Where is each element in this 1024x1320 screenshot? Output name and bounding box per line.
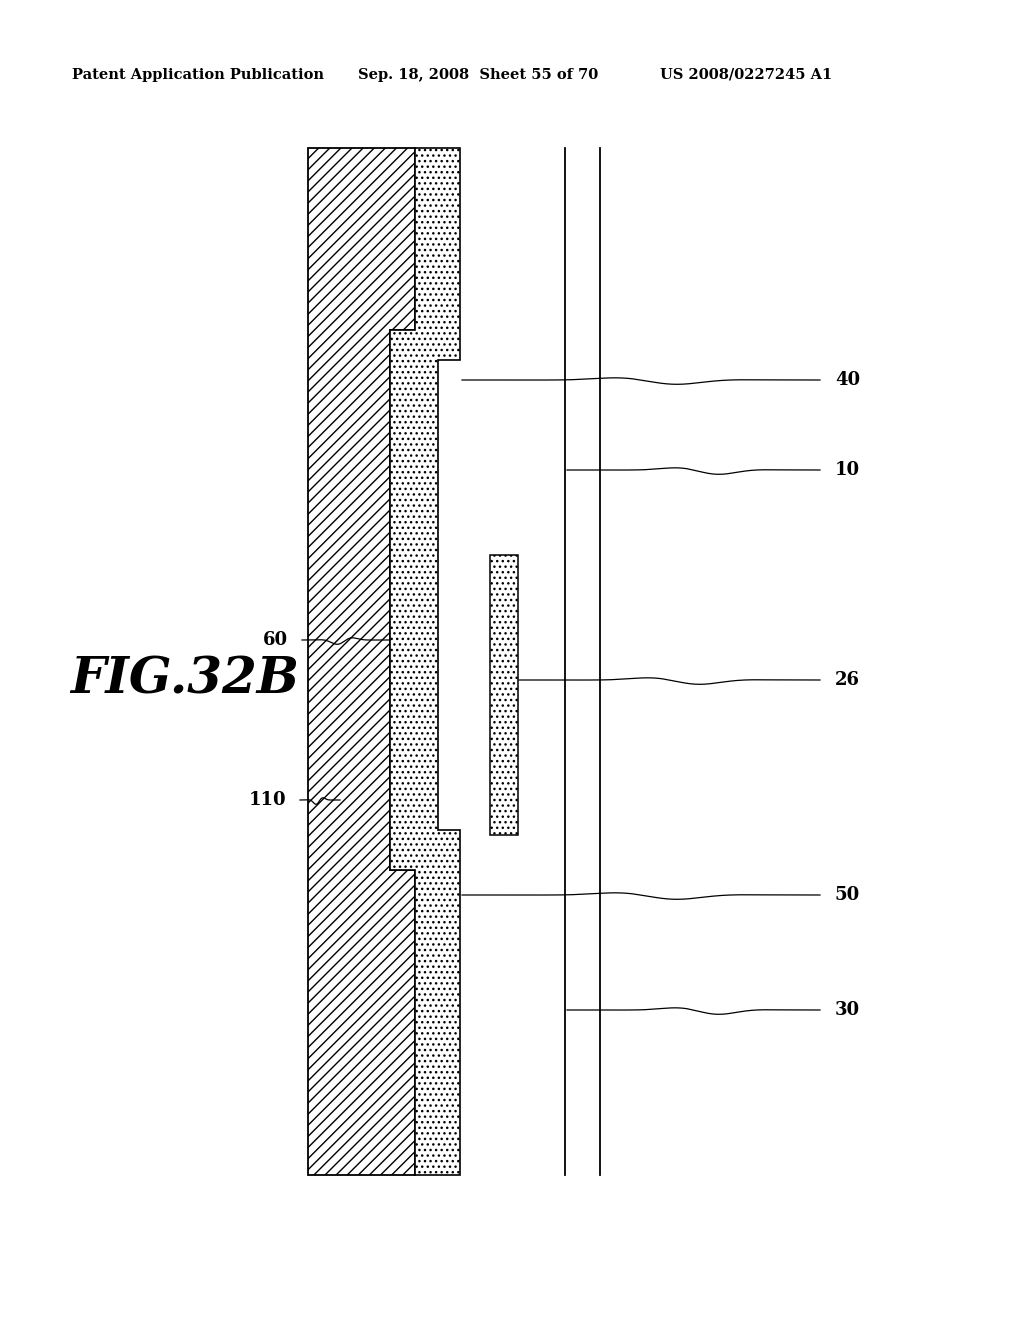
Polygon shape — [308, 148, 415, 1175]
Text: Patent Application Publication: Patent Application Publication — [72, 69, 324, 82]
Text: 50: 50 — [835, 886, 860, 904]
Polygon shape — [390, 148, 460, 1175]
Text: 40: 40 — [835, 371, 860, 389]
Text: 10: 10 — [835, 461, 860, 479]
Bar — [490, 554, 518, 836]
Text: 30: 30 — [835, 1001, 860, 1019]
Text: 110: 110 — [249, 791, 286, 809]
Text: 26: 26 — [835, 671, 860, 689]
Text: FIG.32B: FIG.32B — [71, 656, 299, 705]
Text: Sep. 18, 2008  Sheet 55 of 70: Sep. 18, 2008 Sheet 55 of 70 — [358, 69, 598, 82]
Text: 60: 60 — [263, 631, 288, 649]
Text: US 2008/0227245 A1: US 2008/0227245 A1 — [660, 69, 833, 82]
